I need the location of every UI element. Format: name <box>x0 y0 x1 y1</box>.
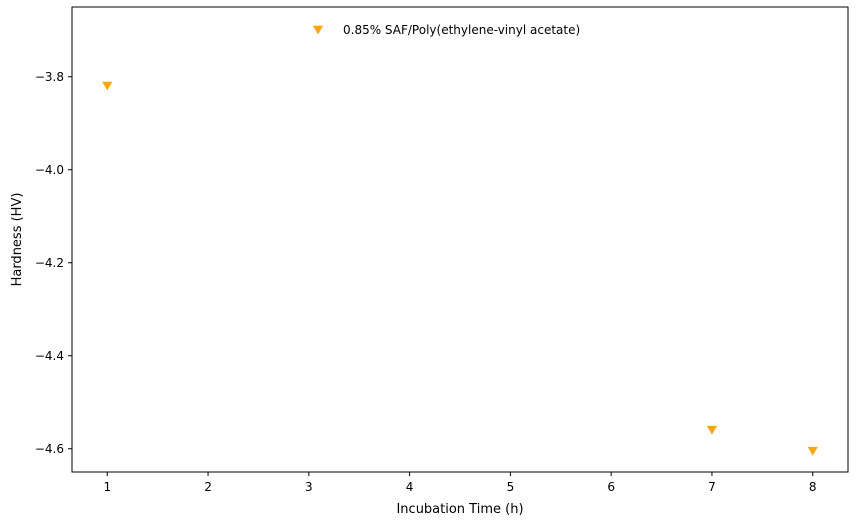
x-axis-ticks: 1 2 3 4 5 6 7 8 <box>103 472 817 494</box>
y-tick-label: −4.0 <box>35 163 64 177</box>
x-tick-label: 1 <box>103 480 111 494</box>
x-tick-label: 7 <box>708 480 716 494</box>
legend-marker <box>313 25 323 35</box>
data-point <box>102 81 113 91</box>
y-axis-ticks: −3.8 −4.0 −4.2 −4.4 −4.6 <box>35 70 72 456</box>
plot-frame <box>71 6 849 473</box>
y-tick-label: −4.2 <box>35 256 64 270</box>
data-point <box>807 446 818 456</box>
x-tick-label: 3 <box>305 480 313 494</box>
y-tick-label: −3.8 <box>35 70 64 84</box>
y-tick-label: −4.6 <box>35 442 64 456</box>
y-tick-label: −4.4 <box>35 349 64 363</box>
data-point <box>706 425 717 435</box>
x-tick-label: 2 <box>204 480 212 494</box>
x-tick-label: 6 <box>607 480 615 494</box>
legend: 0.85% SAF/Poly(ethylene-vinyl acetate) <box>313 23 580 37</box>
plot-marks <box>102 81 818 456</box>
legend-label: 0.85% SAF/Poly(ethylene-vinyl acetate) <box>343 23 580 37</box>
y-axis-label: Hardness (HV) <box>10 193 25 287</box>
x-tick-label: 4 <box>406 480 414 494</box>
x-tick-label: 8 <box>809 480 817 494</box>
x-tick-label: 5 <box>507 480 515 494</box>
x-axis-label: Incubation Time (h) <box>396 502 523 517</box>
